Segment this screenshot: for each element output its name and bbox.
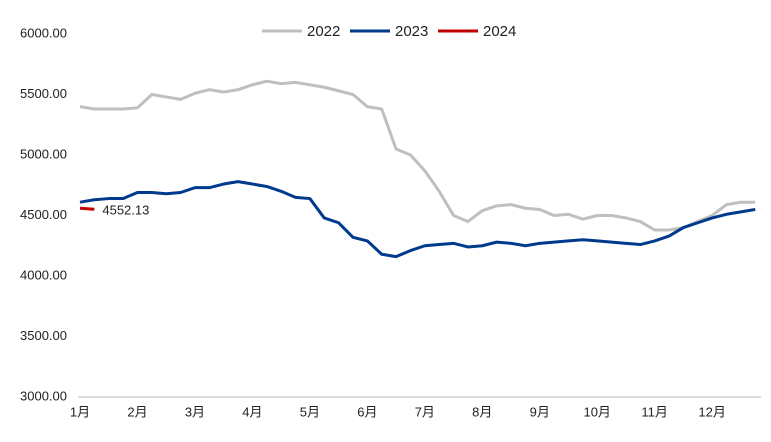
legend-label: 2024 <box>483 23 516 40</box>
y-tick-label: 4500.00 <box>20 207 67 222</box>
legend-label: 2023 <box>395 23 428 40</box>
legend-label: 2022 <box>307 23 340 40</box>
x-tick-label: 1月 <box>70 404 90 419</box>
x-tick-label: 10月 <box>583 404 610 419</box>
y-tick-label: 3000.00 <box>20 388 67 403</box>
x-tick-label: 6月 <box>357 404 377 419</box>
y-tick-label: 5000.00 <box>20 146 67 161</box>
x-tick-label: 7月 <box>415 404 435 419</box>
data-label: 4552.13 <box>102 203 149 218</box>
x-tick-label: 4月 <box>242 404 262 419</box>
x-tick-label: 3月 <box>185 404 205 419</box>
x-tick-label: 9月 <box>530 404 550 419</box>
series-line <box>79 79 756 232</box>
series-line <box>79 180 756 259</box>
x-tick-label: 12月 <box>698 404 725 419</box>
series-line <box>79 206 95 211</box>
y-tick-label: 5500.00 <box>20 86 67 101</box>
y-tick-label: 4000.00 <box>20 267 67 282</box>
x-tick-label: 11月 <box>641 404 668 419</box>
x-tick-label: 8月 <box>472 404 492 419</box>
y-tick-label: 3500.00 <box>20 328 67 343</box>
x-tick-label: 5月 <box>300 404 320 419</box>
x-tick-label: 2月 <box>127 404 147 419</box>
y-tick-label: 6000.00 <box>20 25 67 40</box>
